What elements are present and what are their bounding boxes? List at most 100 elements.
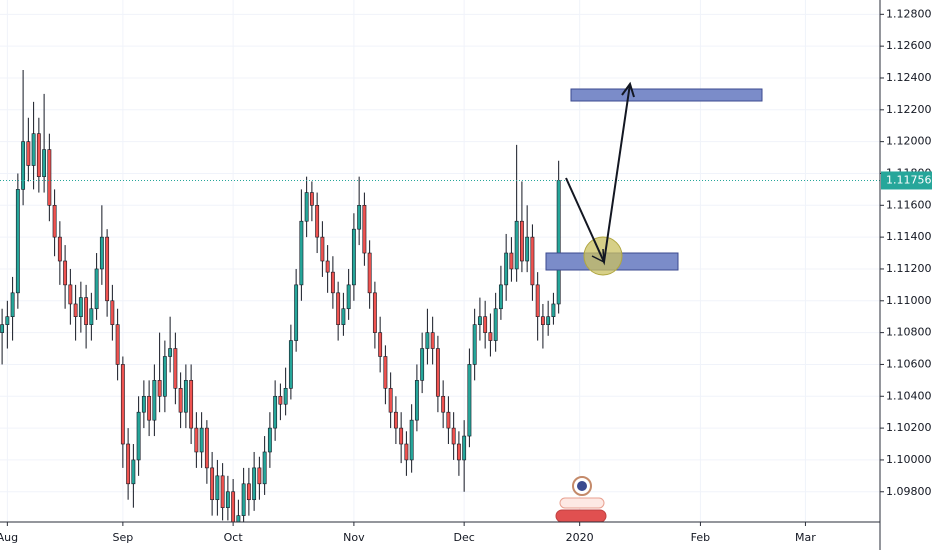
x-tick-label: 2020 (566, 531, 594, 544)
x-tick-label: Nov (343, 531, 365, 544)
y-tick-label: 1.11000 (886, 294, 932, 307)
candle-body (372, 292, 377, 333)
x-tick-label: Mar (795, 531, 816, 544)
y-tick-label: 1.10200 (886, 421, 932, 434)
y-tick-label: 1.10400 (886, 389, 932, 402)
y-tick-label: 1.09800 (886, 485, 932, 498)
candle-body (357, 204, 362, 230)
candle-body (330, 271, 335, 294)
candle-body (346, 284, 351, 310)
candle-body (556, 180, 561, 305)
candle-body (84, 297, 89, 325)
candle-body (141, 395, 146, 413)
candle-body (73, 303, 78, 318)
candle-body (120, 364, 125, 445)
candle-body (425, 332, 430, 349)
candle-body (315, 204, 320, 238)
grid (0, 0, 880, 522)
candle-body (325, 260, 330, 273)
candle-body (15, 189, 20, 294)
candle-body (414, 380, 419, 421)
candle-body (404, 443, 409, 461)
y-tick-label: 1.12000 (886, 135, 932, 148)
candle-body (162, 356, 167, 397)
candle-body (236, 515, 241, 522)
candle-body (267, 427, 272, 453)
x-tick-label: Feb (691, 531, 710, 544)
candle-body (262, 451, 267, 485)
candle-body (168, 348, 173, 357)
y-tick-label: 1.11600 (886, 198, 932, 211)
candle-body (152, 380, 157, 421)
candle-body (283, 388, 288, 405)
candle-body (378, 332, 383, 357)
axes: 1.09800 1.10000 1.10200 1.10400 1.10600 1.108… (0, 7, 932, 544)
candle-body (110, 300, 115, 325)
candle-body (430, 332, 435, 349)
candle-body (273, 395, 278, 429)
y-tick-label: 1.12400 (886, 71, 932, 84)
candle-body (220, 475, 225, 508)
candle-body (26, 141, 31, 166)
y-tick-label: 1.10000 (886, 453, 932, 466)
y-tick-label: 1.12600 (886, 39, 932, 52)
candle-body (94, 268, 99, 310)
x-tick-label: Oct (224, 531, 244, 544)
candle-body (131, 459, 136, 485)
candle-body (540, 316, 545, 325)
candle-body (551, 303, 556, 318)
candle-body (136, 411, 141, 461)
candle-body (362, 204, 367, 254)
candle-body (483, 316, 488, 333)
candle-body (57, 236, 62, 262)
candle-body (309, 192, 314, 206)
candle-body (299, 220, 304, 286)
candle-body (393, 411, 398, 429)
candle-body (488, 332, 493, 341)
candle-body (225, 491, 230, 508)
candle-body (519, 220, 524, 262)
candle-body (420, 348, 425, 381)
candle-body (115, 324, 120, 365)
candle-body (189, 380, 194, 429)
candle-body (215, 475, 220, 501)
candle-body (36, 133, 41, 177)
candle-body (178, 388, 183, 413)
candle-body (320, 236, 325, 262)
candle-body (472, 324, 477, 365)
x-tick-label: Aug (0, 531, 18, 544)
candle-body (173, 348, 178, 389)
candle-body (42, 149, 47, 177)
candle-body (451, 427, 456, 445)
candle-body (446, 411, 451, 429)
candle-body (210, 467, 215, 501)
candle-body (89, 308, 94, 325)
candle-body (509, 252, 514, 270)
candle-body (204, 427, 209, 469)
candle-body (441, 395, 446, 413)
candle-body (257, 467, 262, 485)
news-flag-icon (555, 476, 607, 523)
candle-body (0, 324, 5, 333)
candle-body (288, 340, 293, 389)
x-tick-label: Sep (112, 531, 133, 544)
x-tick-label: Dec (454, 531, 475, 544)
y-tick-label: 1.12800 (886, 7, 932, 20)
candle-body (336, 292, 341, 325)
candle-body (68, 284, 73, 305)
candle-body (399, 427, 404, 445)
candle-body (409, 419, 414, 461)
candle-body (5, 316, 10, 325)
candle-body (435, 348, 440, 397)
candle-body (535, 284, 540, 318)
target-zone (570, 88, 763, 102)
candle-body (493, 308, 498, 341)
candle-body (105, 236, 110, 302)
candle-body (21, 141, 26, 190)
last-price-badge (881, 171, 932, 190)
candle-body (514, 220, 519, 270)
candle-body (498, 284, 503, 310)
candle-body (388, 388, 393, 413)
